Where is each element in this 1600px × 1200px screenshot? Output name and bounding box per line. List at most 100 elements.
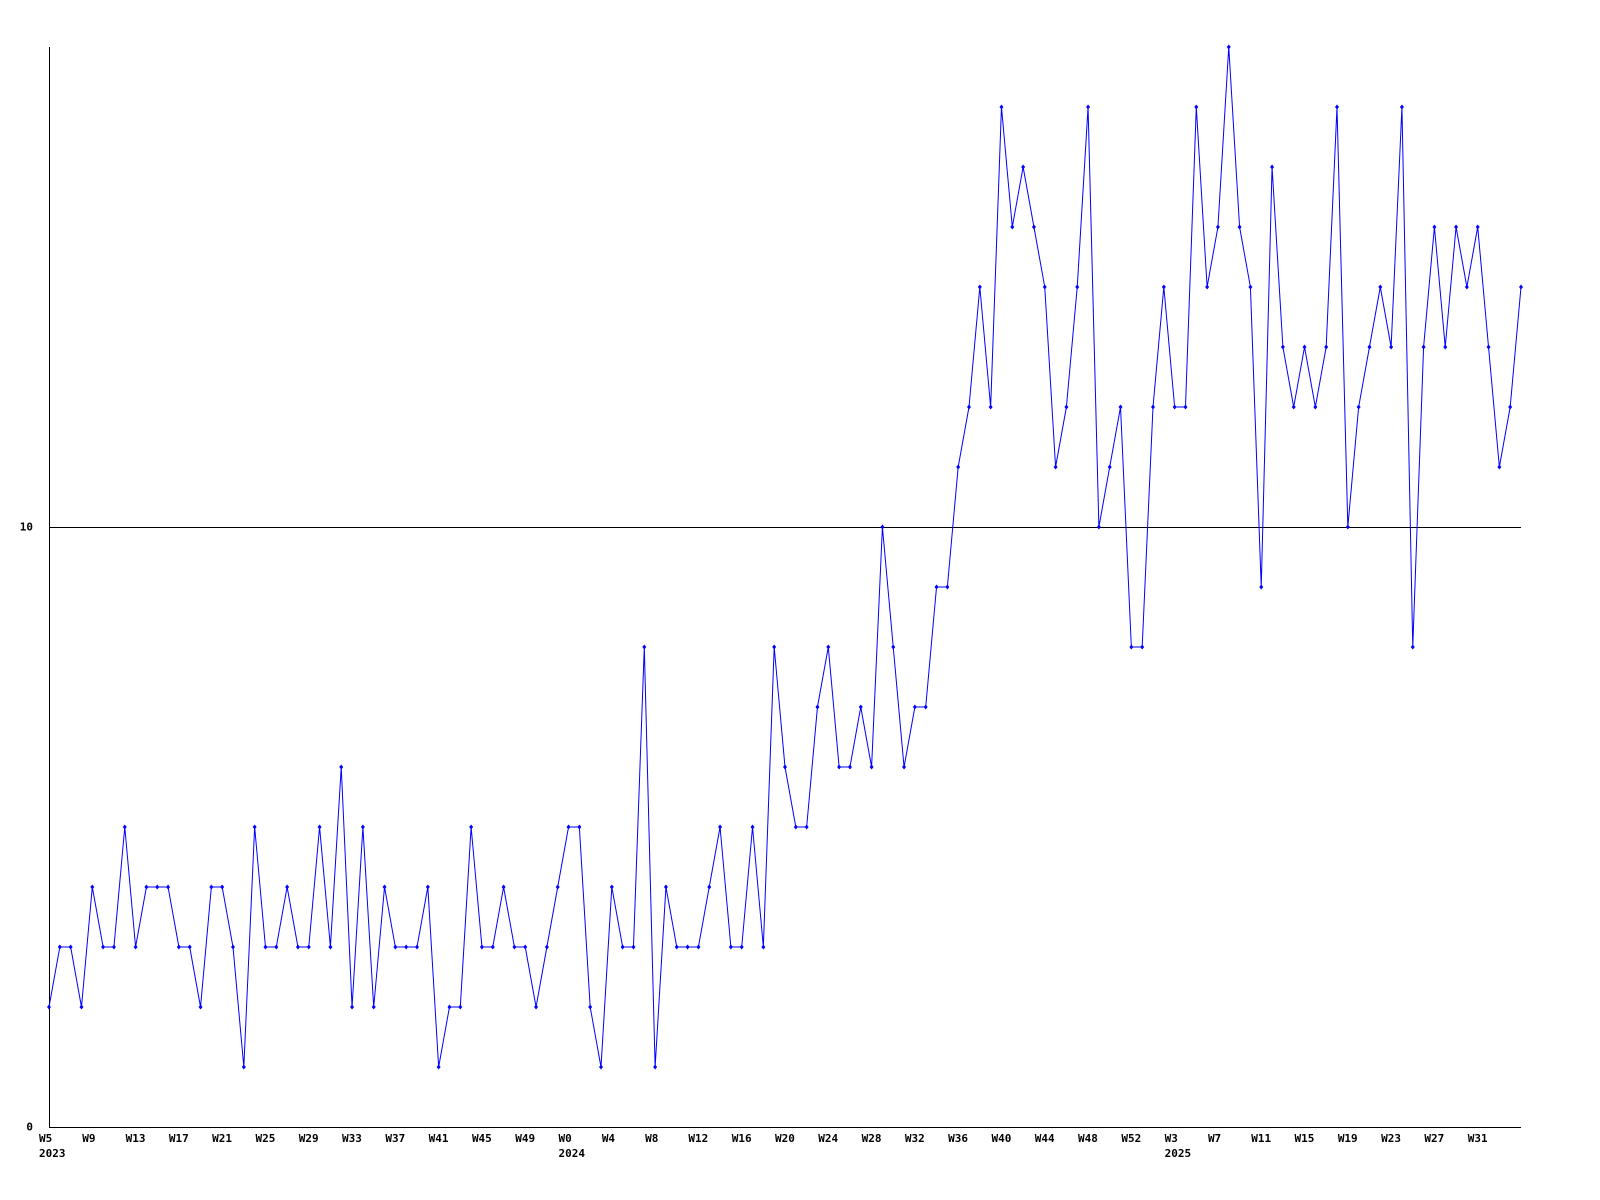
point [1313,404,1318,410]
point [1021,164,1026,170]
point [1161,284,1166,290]
point [1421,344,1426,350]
point [111,944,116,950]
point [501,884,506,890]
x-tick-label: W5 [39,1132,52,1145]
point [1508,404,1513,410]
point [101,944,106,950]
point [415,944,419,950]
point [620,944,625,950]
point [815,704,820,710]
point [274,944,279,950]
point [68,944,73,950]
point [57,944,62,950]
point [967,404,971,410]
point [1486,344,1491,350]
point [945,584,950,590]
x-tick-label: W28 [862,1132,882,1145]
point [490,944,495,950]
x-tick-label: W11 [1251,1132,1271,1145]
point [1367,344,1372,350]
point [328,944,333,950]
x-tick-label: W9 [82,1132,95,1145]
point [198,1004,203,1010]
x-year-label: 2025 [1165,1147,1192,1160]
point [1389,344,1394,350]
point [988,404,993,410]
point [1226,44,1231,50]
point [837,764,842,770]
point [1237,224,1242,230]
x-tick-label: W45 [472,1132,492,1145]
x-tick-label: W41 [429,1132,449,1145]
x-tick-label: W8 [645,1132,658,1145]
point [1118,404,1123,410]
point [1053,464,1058,470]
point [847,764,852,770]
point [977,284,982,290]
point [1183,404,1188,410]
y-tick-label: 10 [20,521,33,534]
x-tick-label: W52 [1121,1132,1141,1145]
x-tick-label: W48 [1078,1132,1098,1145]
point [479,944,484,950]
x-tick-label: W25 [255,1132,275,1145]
point [1410,644,1415,650]
point [295,944,300,950]
point [231,944,235,950]
point [707,884,712,890]
point [544,944,549,950]
x-tick-label: W40 [991,1132,1011,1145]
point [663,884,668,890]
x-tick-label: W16 [732,1132,752,1145]
point [642,644,647,650]
point [382,884,387,890]
point [1324,344,1329,350]
point [1454,224,1459,230]
point [176,944,181,950]
point [122,824,127,830]
point [858,704,863,710]
point [306,944,311,950]
point [772,644,777,650]
point [220,884,225,890]
x-tick-label: W31 [1468,1132,1488,1145]
point [285,884,290,890]
point [555,884,560,890]
point [609,884,614,890]
point [934,584,939,590]
point [458,1004,463,1010]
point [1443,344,1448,350]
x-tick-label: W15 [1295,1132,1315,1145]
point [469,824,474,830]
point [804,824,809,830]
point [869,764,874,770]
point [956,464,961,470]
point [566,824,571,830]
point [47,1004,51,1010]
x-tick-label: W19 [1338,1132,1358,1145]
point [718,824,723,830]
point [1075,284,1080,290]
point [1280,344,1285,350]
x-tick-label: W20 [775,1132,795,1145]
x-year-label: 2024 [559,1147,586,1160]
y-tick-label: 0 [26,1121,33,1134]
point [674,944,679,950]
x-tick-label: W7 [1208,1132,1221,1145]
point [1107,464,1112,470]
x-year-label: 2023 [39,1147,66,1160]
point [1010,224,1015,230]
point [166,884,171,890]
point [90,884,95,890]
x-tick-label: W0 [559,1132,572,1145]
line [48,46,1522,1068]
point [588,1004,593,1010]
point [404,944,409,950]
x-tick-label: W17 [169,1132,189,1145]
x-tick-label: W21 [212,1132,232,1145]
point [317,824,322,830]
point [447,1004,452,1010]
point [923,704,928,710]
